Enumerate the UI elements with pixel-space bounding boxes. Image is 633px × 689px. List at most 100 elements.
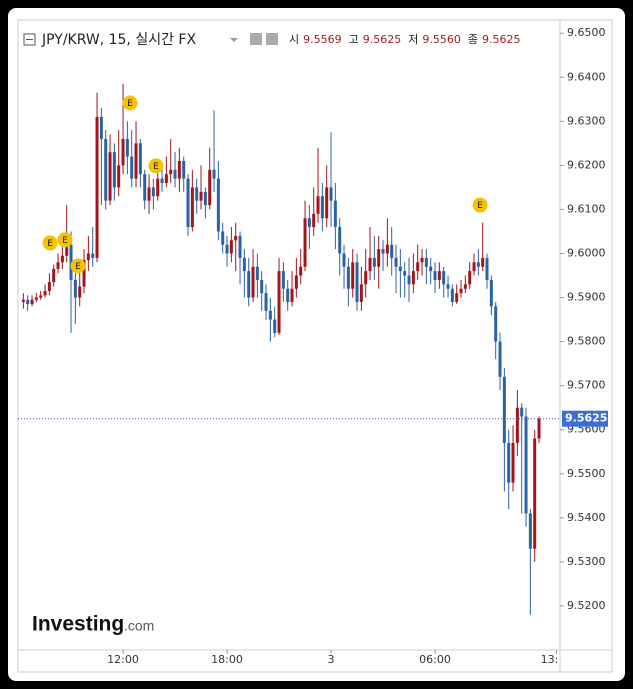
ohlc-label: 고 [349,33,359,46]
event-marker[interactable] [122,95,138,111]
candle-body [39,295,43,298]
event-marker[interactable] [472,197,488,213]
candle-body [299,266,303,276]
candle-body [515,407,519,443]
ohlc-label: 저 [408,33,418,46]
chart-border [17,19,613,673]
ohlc-value: 9.5569 [303,33,342,46]
candle-body [208,169,212,206]
candle-body [43,290,47,296]
candle-body [151,187,155,197]
y-tick-label: 9.5900 [567,291,606,304]
candle-body [489,279,493,307]
candle-body [338,227,342,254]
candle-body [273,319,277,333]
candle-body [78,286,82,298]
candle-body [498,341,502,377]
candle-body [125,138,129,157]
candle-body [424,257,428,267]
event-marker[interactable] [148,158,164,174]
ohlc-label: 종 [468,33,478,46]
candle-body [507,442,511,483]
candle-body [242,257,246,272]
dropdown-arrow[interactable] [230,38,238,42]
y-tick-label: 9.5400 [567,511,606,524]
candle-body [238,235,242,258]
candle-body [156,178,160,197]
candle-body [60,255,64,263]
candle-body [351,262,355,289]
event-marker[interactable] [57,232,73,248]
candle-body [247,271,251,298]
candle-body [502,376,506,443]
visibility-button[interactable] [250,33,262,45]
candle-body [407,275,411,285]
candle-body [26,299,30,305]
candle-body [99,116,103,139]
candle-body [69,244,73,280]
candle-body [281,271,285,289]
candle-body [463,284,467,289]
candle-body [182,160,186,179]
candle-body [108,152,112,201]
y-tick-label: 9.5700 [567,379,606,392]
ohlc-readout: 시 9.5569 고 9.5625 저 9.5560 종 9.5625 [289,33,521,46]
y-tick-label: 9.6500 [567,26,606,39]
ohlc-value: 9.5560 [422,33,461,46]
x-tick-label: 13: [541,653,559,666]
candle-body [143,174,147,201]
candle-body [377,249,381,267]
candle-body [359,284,363,302]
candle-body [394,257,398,267]
candle-body [398,266,402,272]
candle-body [355,262,359,302]
frame [8,8,625,681]
candle-body [268,310,272,320]
candle-body [34,297,38,300]
candle-body [65,244,69,256]
candle-body [372,257,376,267]
candle-body [333,200,337,228]
candle-body [450,288,454,302]
candle-body [437,271,441,280]
event-marker[interactable] [70,258,86,274]
y-tick-label: 9.5200 [567,599,606,612]
logo-suffix: .com [124,618,154,634]
candle-body [160,178,164,184]
candle-body [481,257,485,267]
candle-body [212,169,216,179]
candle-body [533,438,537,549]
candle-body [476,262,480,267]
candle-body [446,284,450,289]
y-tick-label: 9.6300 [567,114,606,127]
settings-button[interactable] [266,33,278,45]
plot-area [21,83,541,615]
candle-body [95,116,99,258]
last-price-box [562,410,608,427]
candle-body [56,262,60,269]
candle-body [524,416,528,514]
candle-body [177,160,181,179]
candle-body [173,169,177,179]
candle-body [468,271,472,285]
candle-body [342,253,346,267]
candle-body [21,299,25,302]
candle-body [134,143,138,179]
candle-body [91,253,95,258]
event-label: E [47,239,53,249]
last-price-label: 9.5625 [565,412,607,425]
event-label: E [127,99,133,109]
candle-body [485,257,489,280]
candle-body [112,152,116,188]
candle-body [472,262,476,272]
candle-body [73,279,77,298]
candle-body [82,260,86,287]
candle-body [225,244,229,254]
candle-body [442,271,446,285]
ohlc-value: 9.5625 [482,33,521,46]
candle-body [411,271,415,285]
candle-body [195,187,199,201]
candle-body [286,288,290,302]
event-marker[interactable] [42,235,58,251]
